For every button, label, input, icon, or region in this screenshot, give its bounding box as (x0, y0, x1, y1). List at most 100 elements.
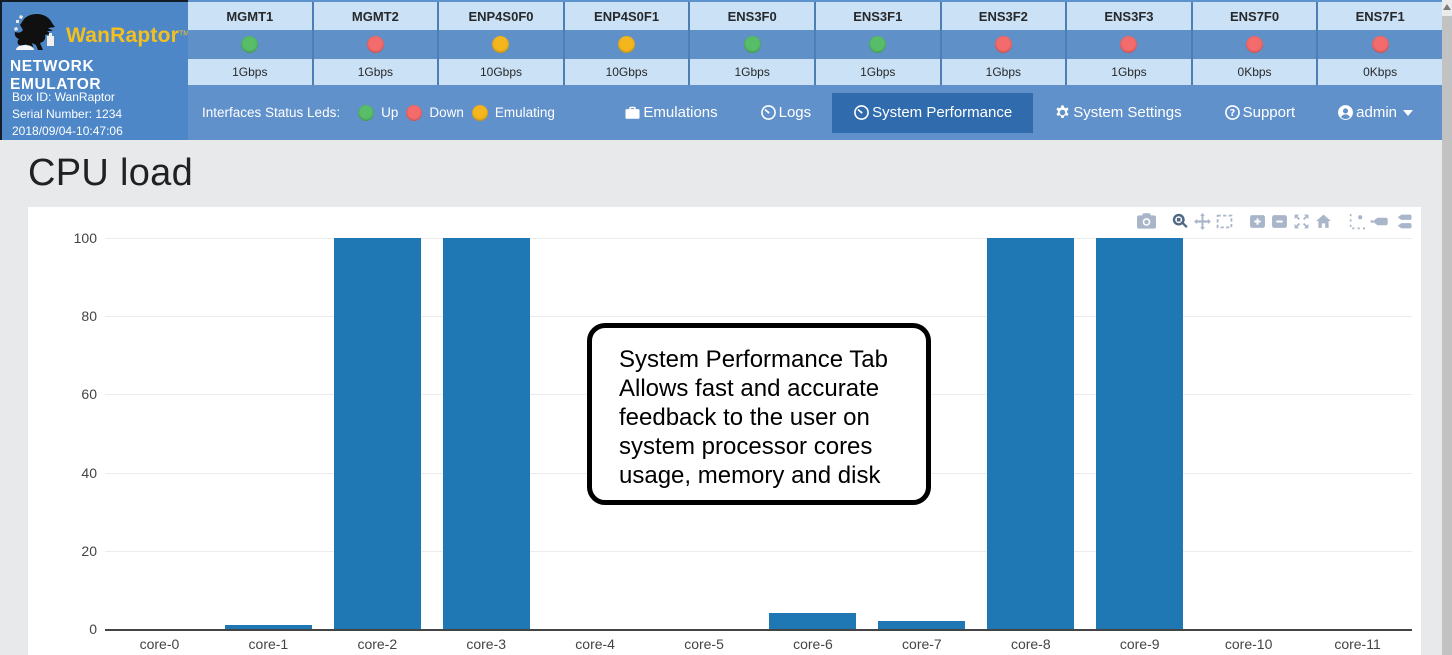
x-tick-label: core-0 (139, 636, 180, 652)
legend-item-down: Down (406, 104, 464, 121)
y-tick-label: 60 (81, 386, 97, 403)
camera-icon[interactable] (1137, 213, 1156, 230)
gridline (105, 316, 1412, 318)
datetime-text: 2018/09/04-10:47:06 (12, 124, 123, 138)
interface-name: ENP4S0F0 (439, 2, 563, 30)
gridline (105, 238, 1412, 239)
interface-led-row (1192, 30, 1317, 59)
interface-speed: 1Gbps (1067, 59, 1191, 85)
interface-led-row (313, 30, 438, 59)
x-tick-label: core-11 (1334, 636, 1381, 652)
question-icon: ? (1224, 104, 1241, 121)
interface-led-row (439, 30, 563, 59)
status-led-down (366, 36, 384, 53)
interface-led-row (815, 30, 940, 59)
interface-speed: 10Gbps (564, 59, 689, 85)
bar-core-8[interactable] (987, 238, 1075, 629)
x-tick-label: core-9 (1119, 636, 1160, 652)
interface-cards-row: MGMT1 1Gbps MGMT2 1Gbps ENP4S0F0 10Gbps ENP4S0… (188, 0, 1442, 85)
interface-card-ens7f0: ENS7F0 0Kbps (1192, 2, 1319, 85)
status-led-down (1246, 36, 1264, 53)
scrollbar-thumb[interactable] (1442, 16, 1452, 655)
page-title: CPU load (28, 152, 194, 194)
interface-speed: 10Gbps (439, 59, 563, 85)
interface-led-row (1067, 30, 1191, 59)
interface-name: ENS3F3 (1067, 2, 1191, 30)
user-icon (1337, 104, 1354, 121)
x-tick-label: core-5 (684, 636, 724, 652)
interface-speed: 0Kbps (1192, 59, 1317, 85)
interface-card-enp4s0f1: ENP4S0F1 10Gbps (564, 2, 691, 85)
tab-label: Logs (778, 104, 812, 121)
bar-core-2[interactable] (333, 238, 421, 629)
interface-speed: 1Gbps (188, 59, 312, 85)
scrollbar-up-arrow-icon[interactable] (1443, 4, 1451, 10)
legend-dot-up-icon (358, 104, 375, 121)
interface-speed: 1Gbps (690, 59, 814, 85)
admin-menu[interactable]: admin (1316, 93, 1434, 133)
interface-name: ENS3F2 (941, 2, 1066, 30)
bar-core-7[interactable] (878, 621, 966, 629)
box-id-text: Box ID: WanRaptor (12, 90, 115, 104)
tab-system-settings[interactable]: System Settings (1033, 93, 1202, 133)
interface-speed: 1Gbps (313, 59, 438, 85)
hover-closest-icon[interactable] (1370, 213, 1389, 230)
x-tick-label: core-4 (575, 636, 615, 652)
interface-led-row (941, 30, 1066, 59)
nav-tabs: Emulations Logs System Performance System S… (603, 85, 1434, 140)
gauge-icon (853, 104, 870, 121)
briefcase-icon (624, 104, 641, 121)
legend-item-label: Emulating (494, 105, 555, 120)
box-select-icon[interactable] (1216, 213, 1233, 230)
tab-system-performance[interactable]: System Performance (832, 92, 1034, 133)
status-led-up (241, 36, 259, 53)
legend-item-up: Up (358, 104, 399, 121)
interface-card-ens3f1: ENS3F1 1Gbps (815, 2, 942, 85)
autoscale-icon[interactable] (1293, 213, 1310, 230)
interface-status-legend: Interfaces Status Leds: Up Down Emulating (202, 104, 555, 121)
interface-name: ENS7F0 (1192, 2, 1317, 30)
interface-led-row (1318, 30, 1442, 59)
x-tick-label: core-7 (902, 636, 942, 652)
legend-dot-emulating-icon (471, 104, 488, 121)
zoom-out-icon[interactable] (1271, 213, 1288, 230)
interface-name: ENS3F1 (815, 2, 940, 30)
interface-name: ENS7F1 (1318, 2, 1442, 30)
bar-core-6[interactable] (769, 613, 857, 629)
y-tick-label: 0 (89, 621, 97, 637)
serial-number-text: Serial Number: 1234 (12, 107, 123, 121)
interface-led-row (188, 30, 312, 59)
tab-logs[interactable]: Logs (739, 93, 833, 133)
status-led-emulating (492, 36, 510, 53)
tab-emulations[interactable]: Emulations (603, 93, 738, 133)
interface-card-mgmt1: MGMT1 1Gbps (188, 2, 314, 85)
y-tick-label: 100 (73, 230, 97, 246)
pan-icon[interactable] (1194, 213, 1211, 230)
tab-support[interactable]: ? Support (1203, 93, 1317, 133)
bar-core-3[interactable] (442, 238, 530, 629)
hover-compare-icon[interactable] (1394, 213, 1413, 230)
zoom-in-icon[interactable] (1249, 213, 1266, 230)
spikelines-icon[interactable] (1348, 213, 1365, 230)
bar-core-1[interactable] (224, 625, 312, 629)
tab-label: System Performance (872, 104, 1013, 121)
interface-name: MGMT2 (313, 2, 438, 30)
x-tick-label: core-3 (466, 636, 507, 652)
status-led-emulating (618, 36, 636, 53)
interface-name: ENP4S0F1 (564, 2, 689, 30)
zoom-icon[interactable] (1172, 213, 1189, 230)
legend-item-label: Up (381, 105, 399, 120)
svg-text:?: ? (1229, 108, 1235, 119)
interface-card-ens3f2: ENS3F2 1Gbps (941, 2, 1068, 85)
legend-label: Interfaces Status Leds: (202, 105, 341, 120)
x-tick-label: core-8 (1010, 636, 1051, 652)
interface-card-ens3f0: ENS3F0 1Gbps (690, 2, 816, 85)
status-led-up (743, 36, 761, 53)
y-tick-label: 80 (81, 308, 97, 325)
raptor-logo-icon (8, 10, 62, 63)
vertical-scrollbar[interactable] (1442, 0, 1452, 655)
interface-card-mgmt2: MGMT2 1Gbps (313, 2, 440, 85)
bar-core-9[interactable] (1096, 238, 1184, 629)
reset-axes-icon[interactable] (1315, 213, 1332, 230)
